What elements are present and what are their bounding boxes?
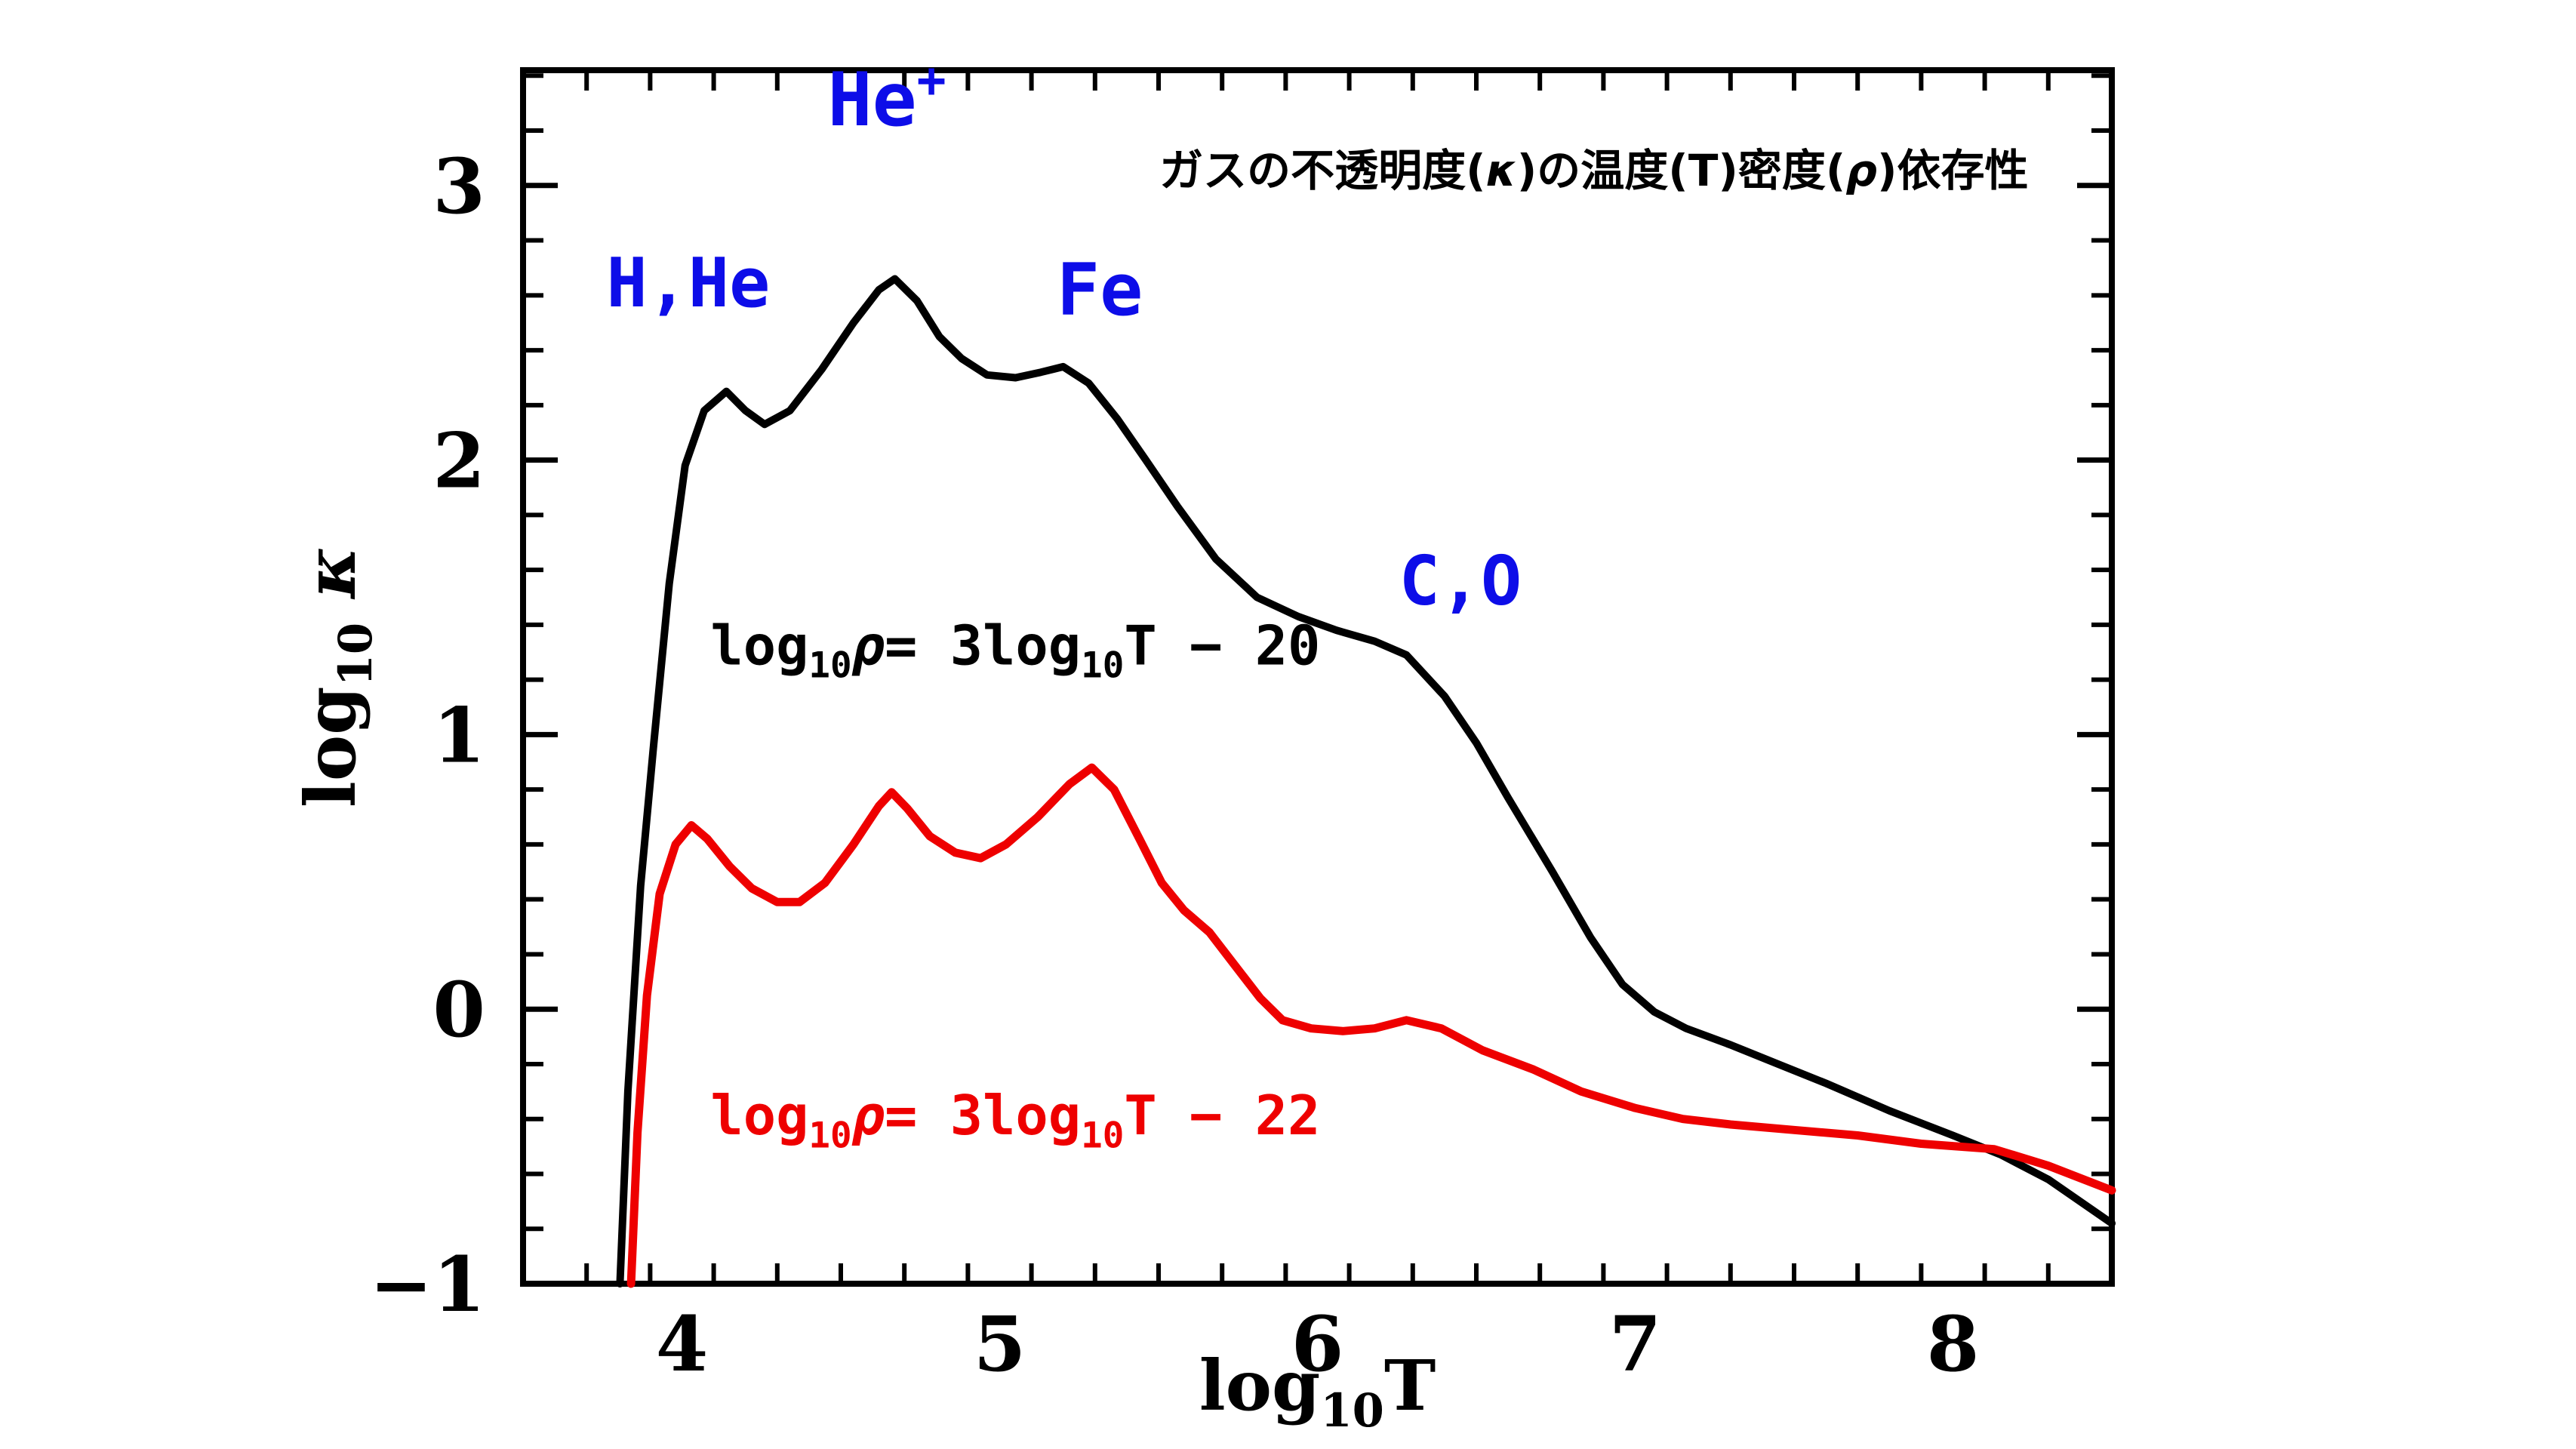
x-tick-label: 7: [1609, 1300, 1662, 1389]
plot-border: [520, 67, 2115, 1287]
annotation-equation-red: log10ρ= 3log10T − 22: [710, 1084, 1320, 1156]
annotation-equation-black: log10ρ= 3log10T − 20: [710, 614, 1320, 686]
y-tick-label: −1: [370, 1240, 485, 1329]
y-tick-label: 0: [432, 965, 485, 1054]
x-tick-label: 8: [1927, 1300, 1980, 1389]
x-tick-label: 6: [1291, 1300, 1344, 1389]
y-tick-label: 2: [432, 417, 485, 506]
y-tick-label: 3: [432, 142, 485, 231]
annotation-label-c-o: C,O: [1399, 542, 1522, 621]
annotation-label-fe: Fe: [1057, 249, 1143, 332]
x-tick-label: 4: [656, 1300, 709, 1389]
y-tick-label: 1: [432, 691, 485, 780]
annotation-label-h-he: H,He: [607, 244, 771, 323]
y-axis-label: log10 κ: [290, 546, 383, 808]
x-tick-label: 5: [974, 1300, 1026, 1389]
annotation-chart-title: ガスの不透明度(κ)の温度(T)密度(ρ)依存性: [1159, 145, 2028, 196]
red-density-curve: [626, 763, 2116, 1288]
x-axis-label: log10T: [1199, 1345, 1436, 1438]
black-density-curve: [616, 275, 2116, 1287]
annotation-label-he-plus: He+: [828, 53, 946, 143]
